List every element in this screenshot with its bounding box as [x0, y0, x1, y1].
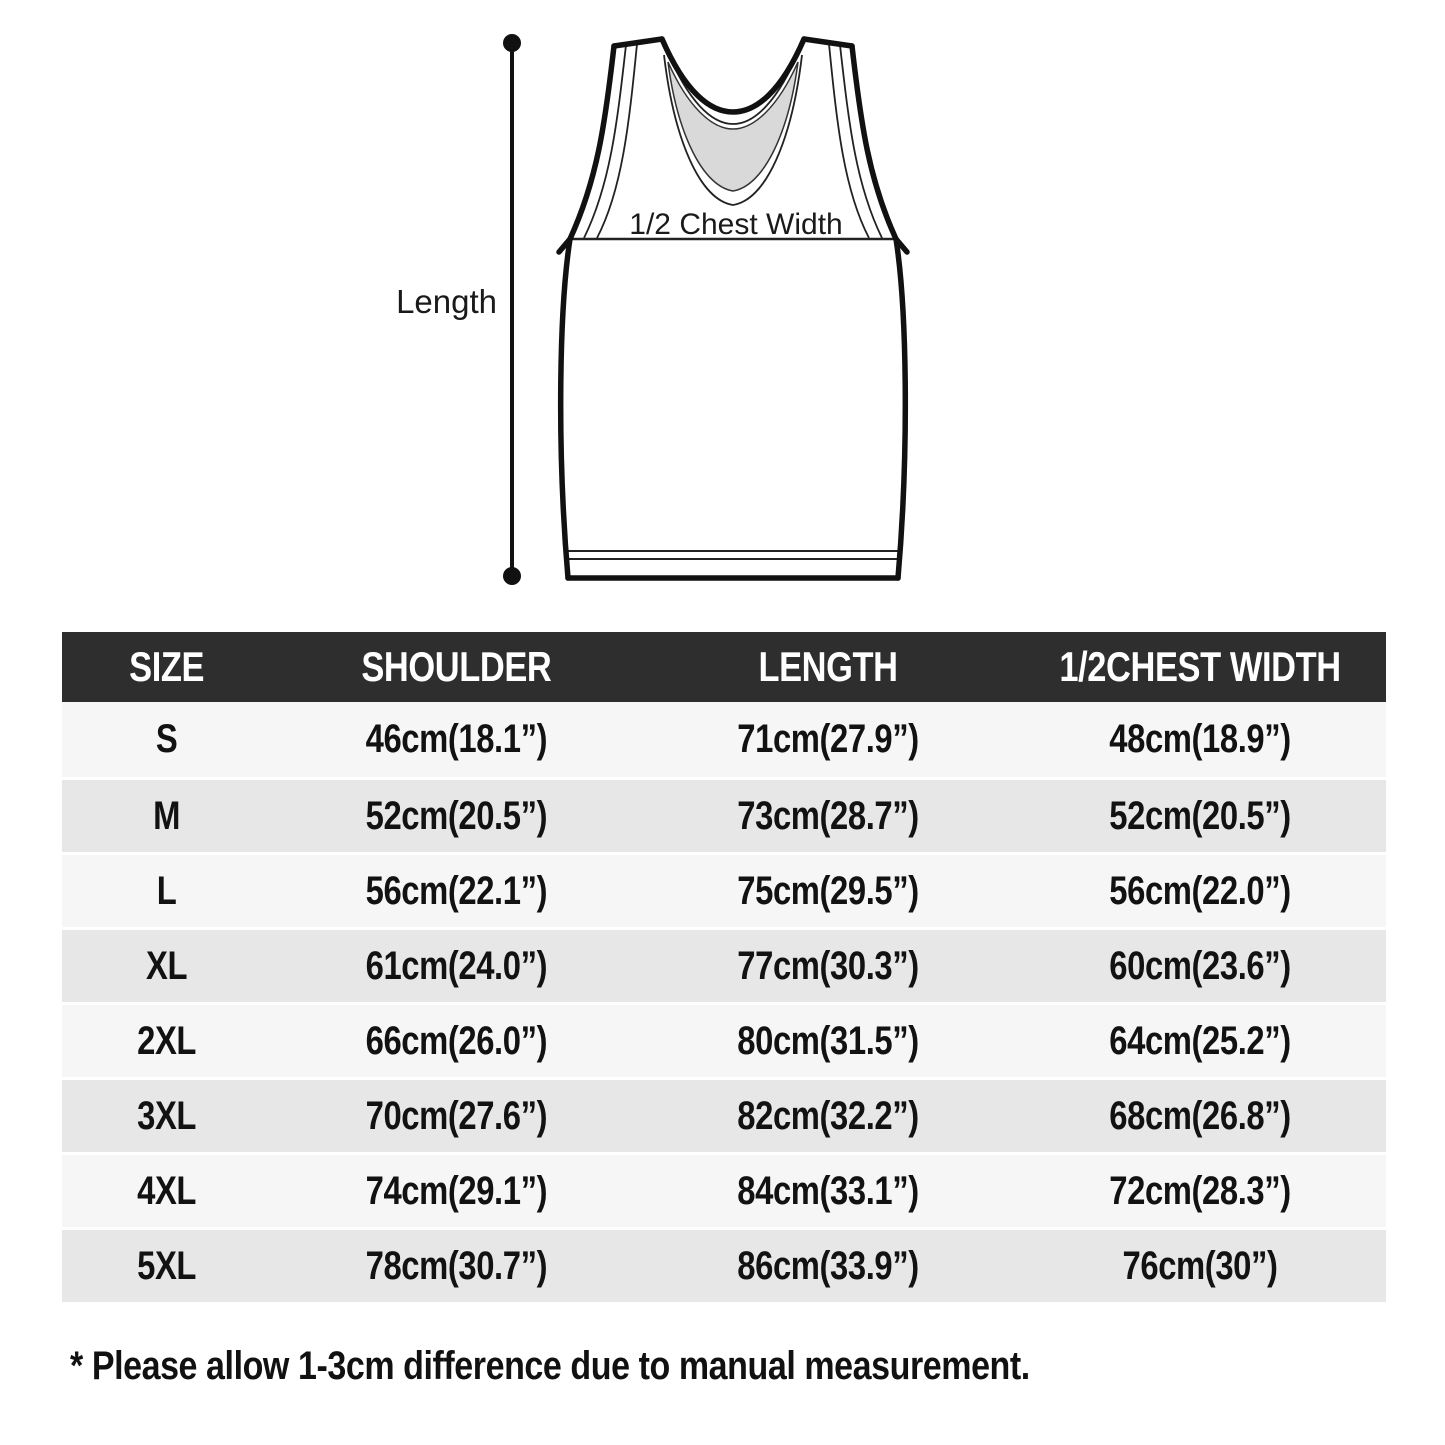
table-row: L 56cm(22.1”) 75cm(29.5”) 56cm(22.0”): [62, 852, 1386, 927]
table-row: 4XL 74cm(29.1”) 84cm(33.1”) 72cm(28.3”): [62, 1152, 1386, 1227]
tank-outline: [556, 36, 910, 581]
header-shoulder: SHOULDER: [361, 643, 552, 690]
cell-length: 75cm(29.5”): [737, 868, 919, 913]
header-chest-width: 1/2CHEST WIDTH: [1059, 643, 1341, 690]
cell-chest: 72cm(28.3”): [1109, 1168, 1291, 1213]
hem-lines: [567, 550, 898, 560]
header-length: LENGTH: [758, 643, 898, 690]
table-row: 2XL 66cm(26.0”) 80cm(31.5”) 64cm(25.2”): [62, 1002, 1386, 1077]
cell-length: 73cm(28.7”): [737, 793, 919, 838]
length-measure-line: [503, 34, 521, 585]
cell-shoulder: 66cm(26.0”): [365, 1018, 548, 1063]
back-panel: [667, 61, 799, 192]
cell-chest: 48cm(18.9”): [1109, 717, 1291, 761]
cell-size: 5XL: [137, 1243, 197, 1288]
cell-chest: 56cm(22.0”): [1109, 868, 1291, 913]
cell-size: M: [153, 793, 181, 838]
table-row: 3XL 70cm(27.6”) 82cm(32.2”) 68cm(26.8”): [62, 1077, 1386, 1152]
tank-top-diagram: Length 1/2 Chest Width: [396, 34, 910, 585]
size-table: SIZE SHOULDER LENGTH 1/2CHEST WIDTH S 46…: [62, 632, 1386, 1302]
cell-shoulder: 78cm(30.7”): [365, 1243, 548, 1288]
cell-shoulder: 46cm(18.1”): [365, 717, 548, 761]
table-row: XL 61cm(24.0”) 77cm(30.3”) 60cm(23.6”): [62, 927, 1386, 1002]
cell-size: L: [156, 868, 177, 913]
cell-size: 3XL: [137, 1093, 197, 1138]
cell-shoulder: 61cm(24.0”): [365, 943, 548, 988]
cell-size: S: [155, 717, 178, 761]
cell-chest: 64cm(25.2”): [1109, 1018, 1291, 1063]
cell-size: 2XL: [137, 1018, 197, 1063]
cell-size: 4XL: [137, 1168, 197, 1213]
cell-length: 71cm(27.9”): [737, 717, 919, 761]
cell-size: XL: [146, 943, 188, 988]
length-label: Length: [396, 283, 497, 320]
table-row: 5XL 78cm(30.7”) 86cm(33.9”) 76cm(30”): [62, 1227, 1386, 1302]
cell-length: 86cm(33.9”): [737, 1243, 919, 1288]
cell-shoulder: 74cm(29.1”): [365, 1168, 548, 1213]
cell-chest: 68cm(26.8”): [1109, 1093, 1291, 1138]
cell-chest: 60cm(23.6”): [1109, 943, 1291, 988]
cell-length: 82cm(32.2”): [737, 1093, 919, 1138]
cell-shoulder: 52cm(20.5”): [365, 793, 548, 838]
cell-shoulder: 70cm(27.6”): [365, 1093, 548, 1138]
table-header-row: SIZE SHOULDER LENGTH 1/2CHEST WIDTH: [62, 632, 1386, 702]
cell-length: 80cm(31.5”): [737, 1018, 919, 1063]
measurement-footnote: * Please allow 1-3cm difference due to m…: [70, 1344, 1030, 1388]
table-row: M 52cm(20.5”) 73cm(28.7”) 52cm(20.5”): [62, 777, 1386, 852]
cell-length: 84cm(33.1”): [737, 1168, 919, 1213]
header-size: SIZE: [129, 643, 205, 690]
cell-shoulder: 56cm(22.1”): [365, 868, 548, 913]
cell-length: 77cm(30.3”): [737, 943, 919, 988]
binding-lines: [583, 43, 883, 239]
table-row: S 46cm(18.1”) 71cm(27.9”) 48cm(18.9”): [62, 702, 1386, 777]
cell-chest: 76cm(30”): [1122, 1243, 1278, 1288]
cell-chest: 52cm(20.5”): [1109, 793, 1291, 838]
chest-width-label: 1/2 Chest Width: [629, 208, 842, 241]
